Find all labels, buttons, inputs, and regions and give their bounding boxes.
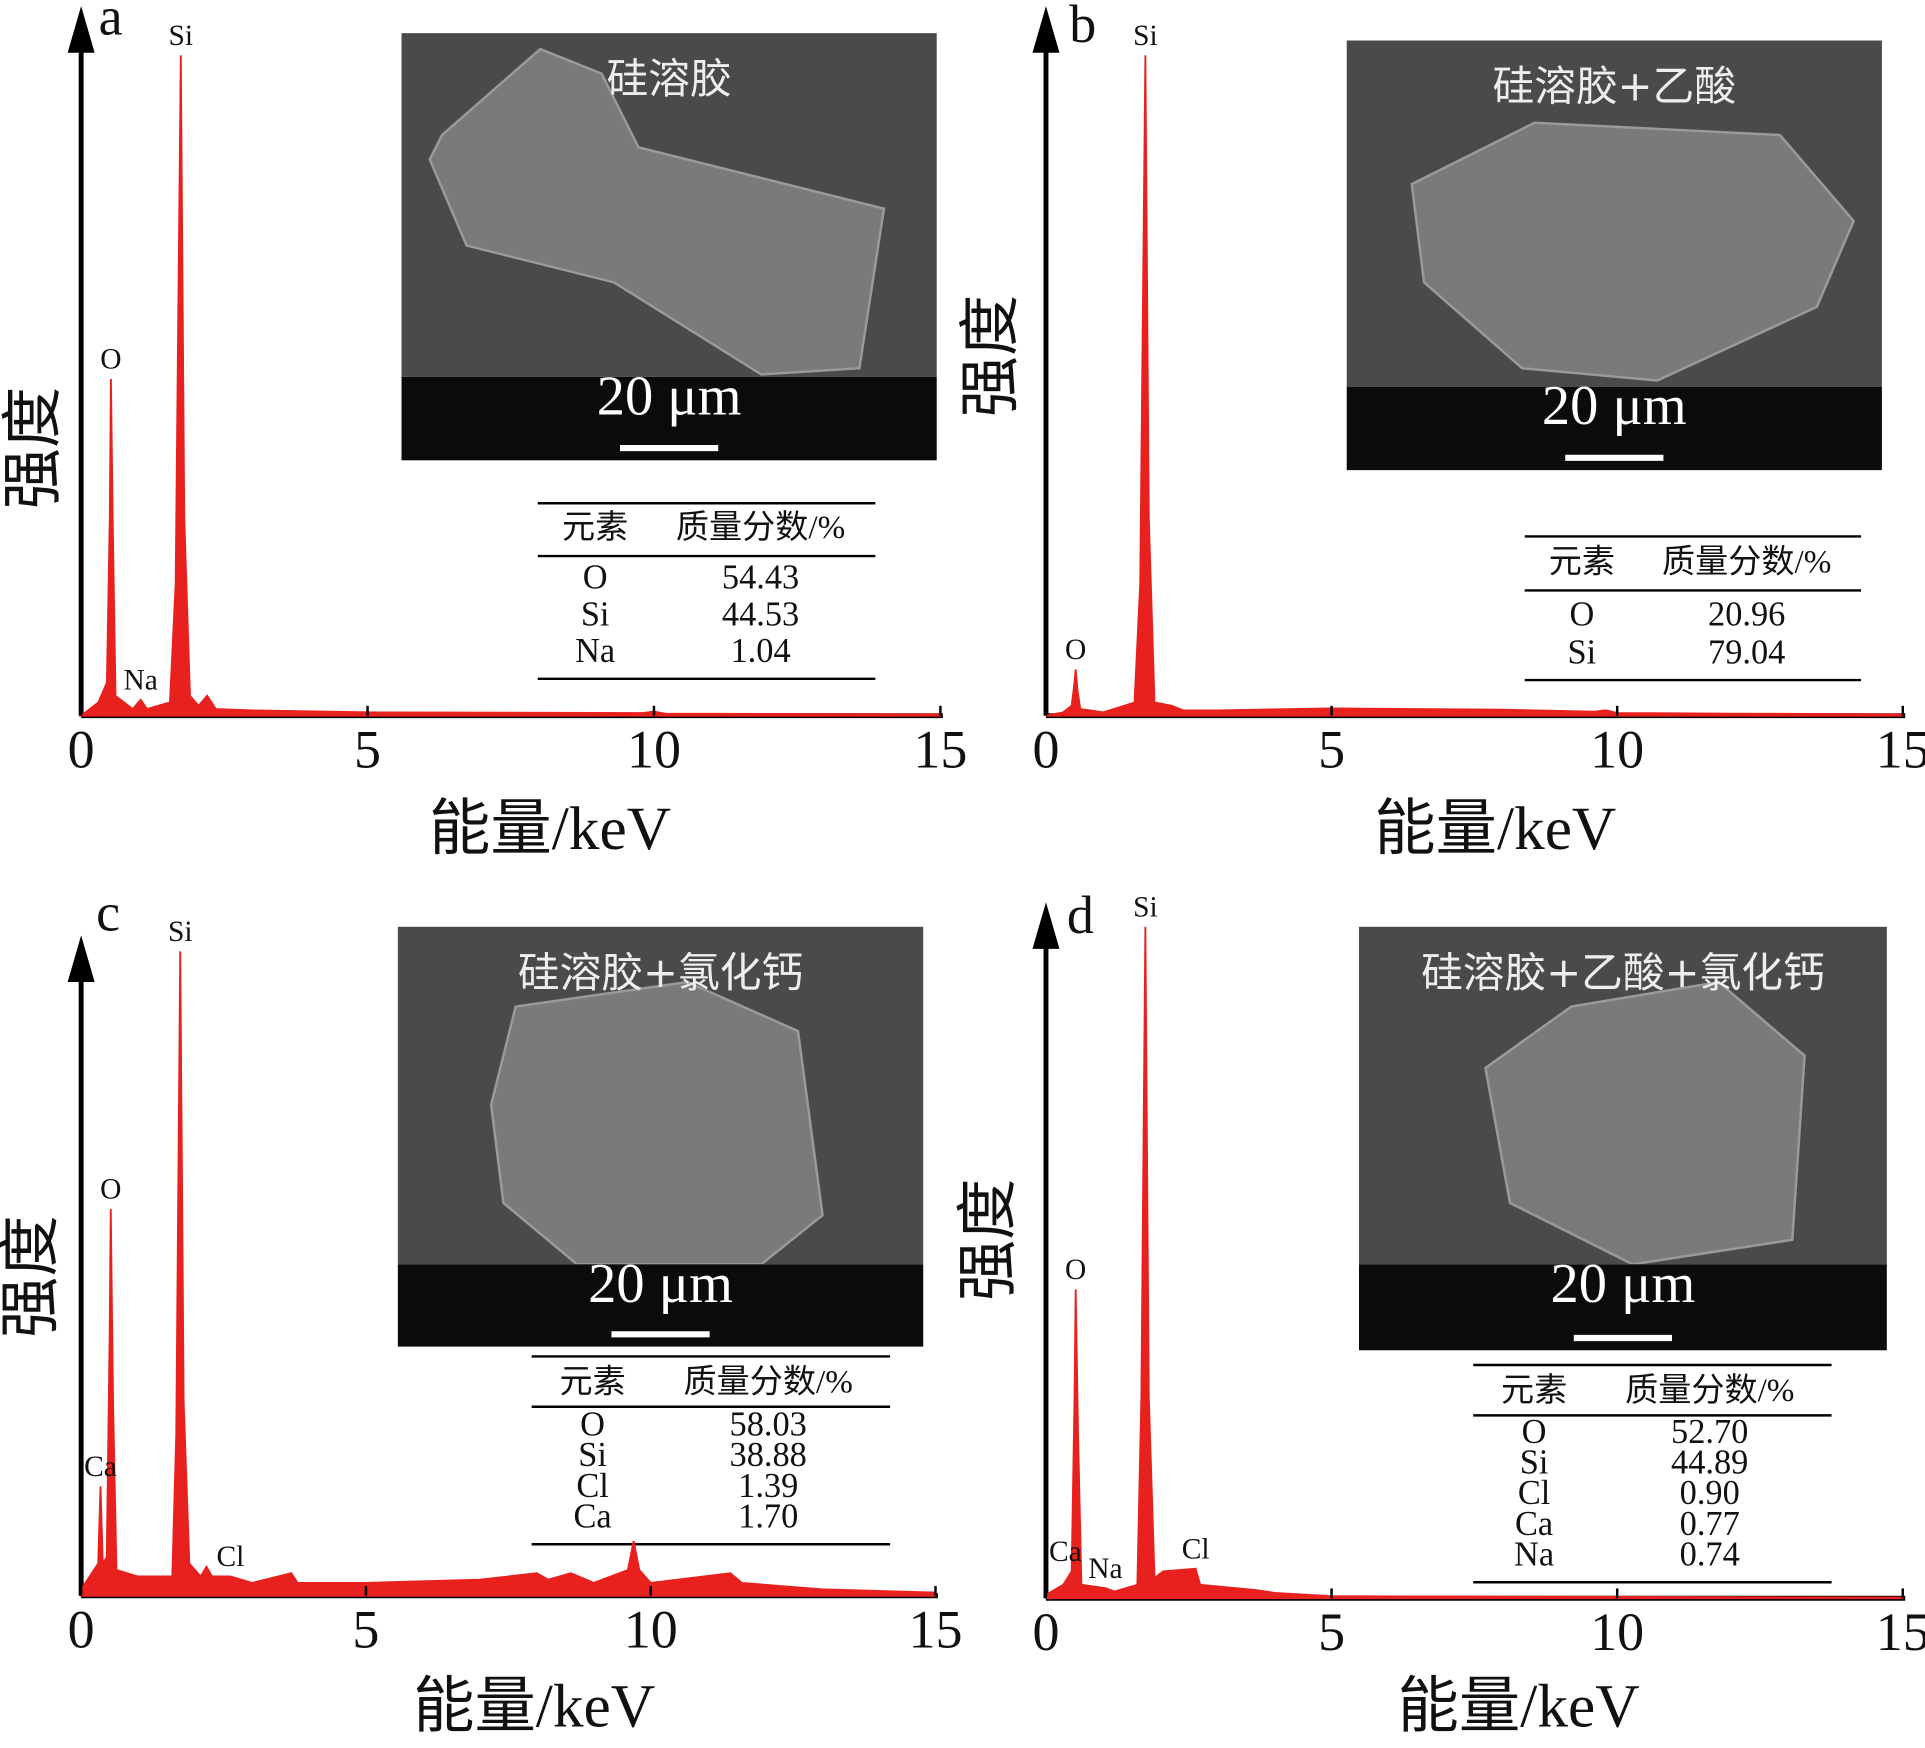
scale-bar-label: 20 μm bbox=[1551, 1253, 1696, 1315]
x-tick-label: 5 bbox=[354, 719, 381, 779]
peak-label: Cl bbox=[1182, 1533, 1210, 1565]
x-tick-label: 15 bbox=[908, 1599, 962, 1659]
panel-label: b bbox=[1069, 0, 1096, 54]
sem-particle bbox=[489, 980, 824, 1266]
x-axis-label: 能量/keV bbox=[429, 795, 671, 863]
table-cell: 1.70 bbox=[738, 1498, 798, 1536]
sem-particle bbox=[428, 47, 886, 376]
table-cell: Si bbox=[581, 595, 610, 633]
peak-label: O bbox=[1065, 634, 1086, 666]
x-tick-label: 15 bbox=[1876, 1602, 1925, 1662]
table-header: 质量分数/% bbox=[1662, 543, 1831, 580]
panel-label: d bbox=[1067, 885, 1094, 945]
table-header: 元素 bbox=[1501, 1372, 1567, 1409]
peak-label: O bbox=[100, 1174, 121, 1206]
table-header: 元素 bbox=[562, 509, 628, 546]
table-cell: 58.03 bbox=[730, 1406, 807, 1444]
table-cell: 52.70 bbox=[1671, 1413, 1748, 1451]
peak-label: Ca bbox=[1049, 1536, 1082, 1568]
sem-particle bbox=[1484, 980, 1806, 1266]
table-cell: 44.89 bbox=[1671, 1444, 1748, 1482]
sem-particle bbox=[1410, 121, 1856, 382]
peak-label: Cl bbox=[216, 1541, 244, 1573]
table-cell: 79.04 bbox=[1708, 633, 1785, 671]
table-header: 元素 bbox=[1549, 543, 1615, 580]
peak-label: Si bbox=[169, 20, 194, 52]
table-cell: 0.90 bbox=[1680, 1474, 1740, 1512]
x-tick-label: 10 bbox=[624, 1599, 678, 1659]
table-cell: 1.39 bbox=[738, 1467, 798, 1505]
x-axis-label: 能量/keV bbox=[413, 1672, 655, 1740]
y-axis-arrow bbox=[1032, 902, 1060, 949]
scale-bar-label: 20 μm bbox=[588, 1253, 733, 1315]
peak-label: Si bbox=[1133, 891, 1158, 923]
y-axis-arrow bbox=[67, 935, 95, 983]
y-axis-label: 强度 bbox=[0, 387, 67, 510]
x-tick-label: 10 bbox=[1590, 719, 1644, 779]
table-cell: Na bbox=[1514, 1536, 1554, 1574]
table-cell: 38.88 bbox=[730, 1436, 807, 1474]
table-cell: Ca bbox=[573, 1498, 611, 1536]
x-tick-label: 15 bbox=[1876, 719, 1925, 779]
peak-label: Ca bbox=[84, 1451, 117, 1483]
x-axis-label: 能量/keV bbox=[1398, 1672, 1640, 1740]
table-cell: 0.77 bbox=[1680, 1505, 1740, 1543]
table-cell: Ca bbox=[1515, 1505, 1553, 1543]
table-cell: O bbox=[1522, 1413, 1547, 1451]
x-tick-label: 0 bbox=[1032, 719, 1059, 779]
spectrum bbox=[78, 55, 942, 717]
table-cell: 0.74 bbox=[1680, 1536, 1740, 1574]
table-cell: O bbox=[583, 559, 608, 597]
table-header: 质量分数/% bbox=[684, 1363, 853, 1400]
table-cell: 54.43 bbox=[722, 559, 799, 597]
peak-label: Na bbox=[1088, 1553, 1122, 1585]
table-header: 质量分数/% bbox=[1625, 1372, 1794, 1409]
table-cell: Na bbox=[575, 632, 615, 670]
inset-caption: 硅溶胶+氯化钙 bbox=[518, 948, 803, 997]
table-cell: 1.04 bbox=[731, 632, 791, 670]
table-cell: Si bbox=[1520, 1444, 1549, 1482]
table-cell: O bbox=[580, 1406, 605, 1444]
table-cell: Si bbox=[1568, 633, 1597, 671]
peak-label: O bbox=[1065, 1254, 1086, 1286]
x-tick-label: 15 bbox=[913, 719, 967, 779]
x-tick-label: 5 bbox=[352, 1599, 379, 1659]
table-cell: 20.96 bbox=[1708, 595, 1785, 633]
y-axis-arrow bbox=[67, 6, 95, 53]
x-tick-label: 10 bbox=[1590, 1602, 1644, 1662]
x-tick-label: 5 bbox=[1318, 719, 1345, 779]
spectrum bbox=[1045, 926, 1904, 1600]
inset-caption: 硅溶胶+乙酸 bbox=[1493, 62, 1737, 111]
table-header: 质量分数/% bbox=[676, 509, 845, 546]
table-cell: 44.53 bbox=[722, 595, 799, 633]
inset-caption: 硅溶胶+乙酸+氯化钙 bbox=[1421, 948, 1825, 997]
x-tick-label: 10 bbox=[627, 719, 681, 779]
scale-bar-label: 20 μm bbox=[1542, 375, 1687, 437]
x-tick-label: 0 bbox=[68, 1599, 95, 1659]
y-axis-arrow bbox=[1032, 6, 1060, 53]
spectrum bbox=[80, 951, 937, 1597]
peak-label: Si bbox=[168, 916, 193, 948]
peak-label: Na bbox=[124, 664, 158, 696]
peak-label: Si bbox=[1133, 20, 1158, 52]
x-tick-label: 0 bbox=[1032, 1602, 1059, 1662]
table-cell: Cl bbox=[576, 1467, 608, 1505]
y-axis-label: 强度 bbox=[954, 1178, 1022, 1301]
panel-label: c bbox=[96, 883, 120, 943]
x-axis-label: 能量/keV bbox=[1374, 795, 1616, 863]
table-header: 元素 bbox=[559, 1363, 625, 1400]
peak-label: O bbox=[100, 343, 121, 375]
table-cell: O bbox=[1569, 595, 1594, 633]
x-tick-label: 5 bbox=[1318, 1602, 1345, 1662]
panel-label: a bbox=[99, 0, 123, 46]
table-cell: Si bbox=[578, 1436, 607, 1474]
y-axis-label: 强度 bbox=[957, 295, 1025, 418]
y-axis-label: 强度 bbox=[0, 1215, 65, 1338]
scale-bar-label: 20 μm bbox=[597, 365, 742, 427]
x-tick-label: 0 bbox=[68, 719, 95, 779]
table-cell: Cl bbox=[1518, 1474, 1550, 1512]
inset-caption: 硅溶胶 bbox=[607, 54, 732, 103]
